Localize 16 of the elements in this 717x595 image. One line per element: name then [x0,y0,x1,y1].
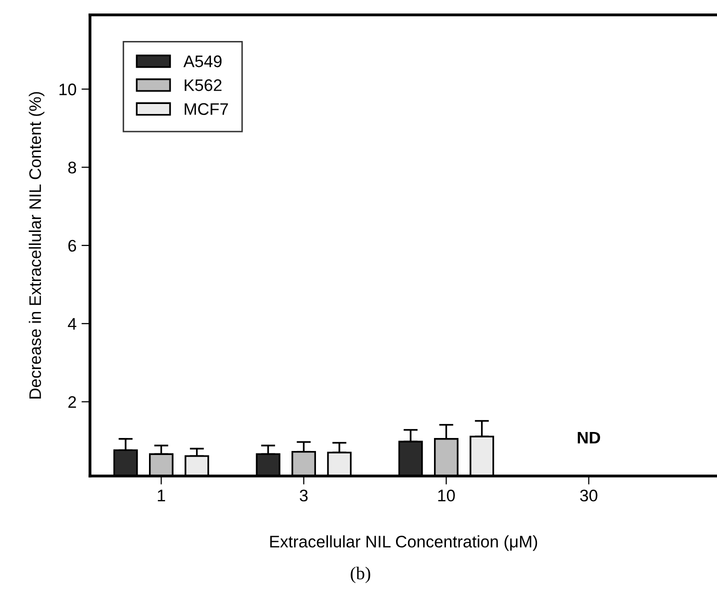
x-tick-label: 1 [158,490,166,502]
y-tick-label: 10 [60,84,76,96]
x-axis-title: Extracellular NIL Concentration (μM) [270,535,538,551]
y-tick-label: 8 [68,162,76,174]
y-axis-title: Decrease in Extracellular NIL Content (%) [28,92,44,398]
legend-label: A549 [183,55,222,68]
legend-label: MCF7 [184,103,228,115]
y-tick-label: 6 [68,240,76,252]
legend-label: K562 [184,79,222,92]
text: (b) [350,566,370,584]
y-tick-label: 2 [68,396,76,408]
x-tick-label: 10 [438,490,455,502]
x-tick-label: 3 [300,490,308,502]
y-tick-label: 4 [68,318,76,330]
annotation: ND [578,432,600,444]
x-tick-label: 30 [580,490,598,502]
